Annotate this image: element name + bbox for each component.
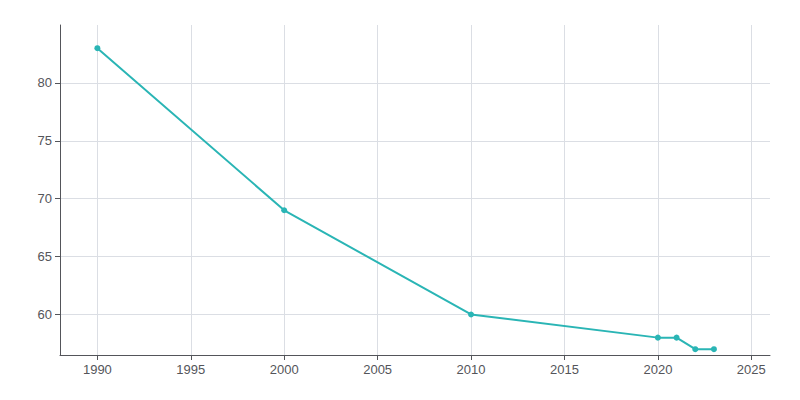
svg-text:1995: 1995 [176, 362, 205, 377]
svg-text:75: 75 [38, 133, 52, 148]
svg-text:65: 65 [38, 249, 52, 264]
svg-text:2005: 2005 [363, 362, 392, 377]
svg-text:2010: 2010 [457, 362, 486, 377]
svg-text:2020: 2020 [643, 362, 672, 377]
svg-text:60: 60 [38, 307, 52, 322]
svg-text:2000: 2000 [270, 362, 299, 377]
svg-text:1990: 1990 [83, 362, 112, 377]
svg-text:80: 80 [38, 75, 52, 90]
svg-text:2025: 2025 [737, 362, 766, 377]
svg-text:70: 70 [38, 191, 52, 206]
svg-text:2015: 2015 [550, 362, 579, 377]
